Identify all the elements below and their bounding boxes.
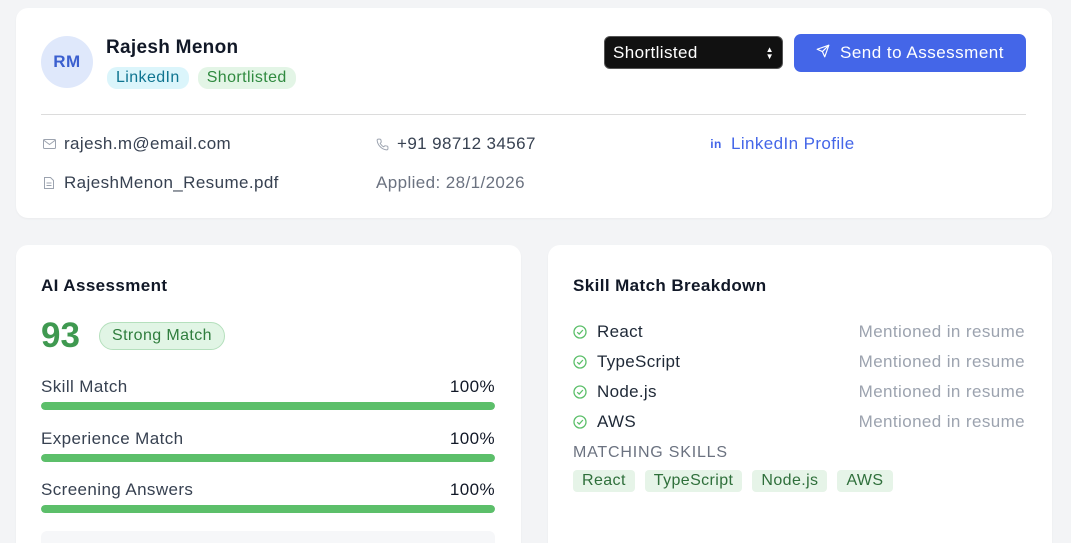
divider [41,114,1026,115]
skill-chip: AWS [837,470,893,492]
progress-bar [41,505,495,513]
metric-skill-match: Skill Match 100% [41,377,495,410]
metric-value: 100% [449,480,495,499]
ai-summary-block [41,531,495,543]
matching-skills-label: MATCHING SKILLS [573,444,728,461]
phone-icon [375,138,389,151]
skill-chip: Node.js [752,470,828,492]
ai-score: 93 [41,316,80,355]
phone-text: +91 98712 34567 [397,134,536,153]
metric-screening-answers: Screening Answers 100% [41,480,495,513]
progress-bar [41,402,495,410]
candidate-profile-card: RM Rajesh Menon LinkedIn Shortlisted Sho… [16,8,1052,218]
linkedin-link-text: LinkedIn Profile [731,134,855,153]
list-item: Node.js Mentioned in resume [573,377,1025,407]
linkedin-profile-link[interactable]: in LinkedIn Profile [709,134,855,154]
metric-experience-match: Experience Match 100% [41,429,495,462]
skill-list: React Mentioned in resume TypeScript Men… [573,317,1025,437]
progress-bar-fill [41,402,495,410]
phone-info: +91 98712 34567 [375,134,536,154]
applied-date-text: Applied: 28/1/2026 [376,173,525,192]
status-badge: Shortlisted [197,67,296,89]
check-circle-icon [573,415,587,429]
document-icon [42,177,56,189]
email-text: rajesh.m@email.com [64,134,232,153]
metric-value: 100% [449,429,495,448]
applied-date: Applied: 28/1/2026 [376,173,525,193]
avatar: RM [41,36,93,88]
skill-note: Mentioned in resume [858,412,1025,431]
skill-note: Mentioned in resume [858,322,1025,341]
metric-label: Experience Match [41,429,184,448]
send-button-label: Send to Assessment [840,43,1004,62]
check-circle-icon [573,355,587,369]
skill-name: TypeScript [597,352,681,371]
email-info: rajesh.m@email.com [42,134,231,154]
metric-label: Skill Match [41,377,128,396]
resume-file-text: RajeshMenon_Resume.pdf [64,173,279,192]
skill-breakdown-card: Skill Match Breakdown React Mentioned in… [548,245,1052,543]
match-label-badge: Strong Match [99,322,225,350]
status-select-value: Shortlisted [613,42,698,62]
check-circle-icon [573,325,587,339]
resume-link[interactable]: RajeshMenon_Resume.pdf [42,173,279,193]
select-arrows-icon: ▲ ▼ [765,44,774,61]
skill-note: Mentioned in resume [858,352,1025,371]
metric-value: 100% [449,377,495,396]
send-icon [816,43,830,63]
skill-name: AWS [597,412,636,431]
list-item: AWS Mentioned in resume [573,407,1025,437]
skill-chip: React [573,470,635,492]
skill-chip: TypeScript [644,470,743,492]
status-select[interactable]: Shortlisted ▲ ▼ [604,36,783,69]
skill-breakdown-title: Skill Match Breakdown [573,276,767,295]
mail-icon [42,139,56,149]
list-item: React Mentioned in resume [573,317,1025,347]
progress-bar-fill [41,505,495,513]
progress-bar-fill [41,454,495,462]
skill-name: React [597,322,643,341]
metric-label: Screening Answers [41,480,194,499]
ai-assessment-card: AI Assessment 93 Strong Match Skill Matc… [16,245,521,543]
matching-skills-chips: React TypeScript Node.js AWS [573,470,893,492]
candidate-badges: LinkedIn Shortlisted [107,67,296,89]
linkedin-icon: in [710,137,722,151]
ai-assessment-title: AI Assessment [41,276,168,295]
skill-note: Mentioned in resume [858,382,1025,401]
progress-bar [41,454,495,462]
source-badge: LinkedIn [107,67,189,89]
candidate-name: Rajesh Menon [106,37,239,58]
skill-name: Node.js [597,382,657,401]
check-circle-icon [573,385,587,399]
send-to-assessment-button[interactable]: Send to Assessment [794,34,1026,72]
list-item: TypeScript Mentioned in resume [573,347,1025,377]
